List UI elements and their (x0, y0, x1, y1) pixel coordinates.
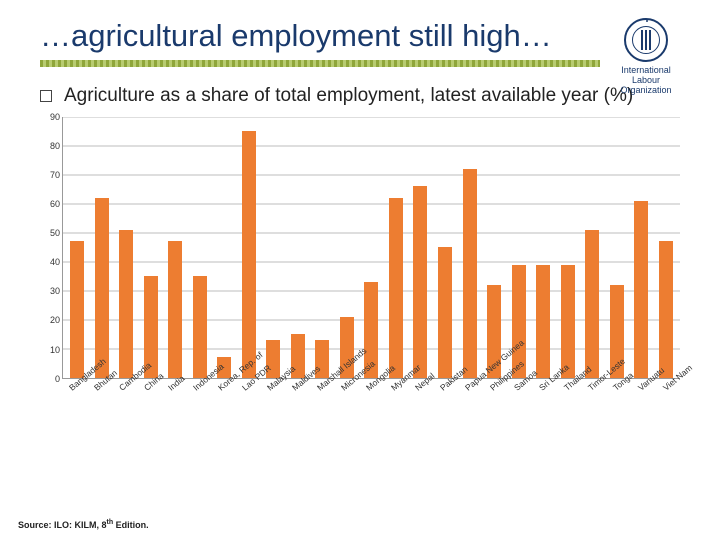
y-tick-label: 80 (40, 141, 60, 151)
subtitle-row: Agriculture as a share of total employme… (40, 85, 680, 107)
y-tick-label: 20 (40, 315, 60, 325)
ilo-logo-mark (624, 18, 668, 62)
bar (634, 201, 648, 378)
ilo-logo: International Labour Organization (606, 18, 686, 96)
bar (438, 247, 452, 378)
bars-container (63, 117, 680, 378)
bar (389, 198, 403, 378)
bar (536, 265, 550, 378)
source-caption: Source: ILO: KILM, 8th Edition. (18, 519, 149, 530)
bar (659, 241, 673, 377)
slide-title: …agricultural employment still high… (40, 18, 680, 54)
bar (463, 169, 477, 378)
bar (95, 198, 109, 378)
bar (168, 241, 182, 377)
chart-subtitle: Agriculture as a share of total employme… (64, 85, 633, 107)
y-tick-label: 60 (40, 199, 60, 209)
slide: International Labour Organization …agric… (0, 0, 720, 540)
bar (585, 230, 599, 378)
bullet-icon (40, 90, 52, 102)
y-tick-label: 0 (40, 374, 60, 384)
y-tick-label: 70 (40, 170, 60, 180)
plot-area (62, 117, 680, 379)
bar (70, 241, 84, 377)
bar-chart: 0102030405060708090 BangladeshBhutanCamb… (40, 117, 680, 427)
source-suffix: Edition. (113, 520, 149, 530)
source-prefix: Source: ILO: KILM, 8 (18, 520, 107, 530)
x-axis-labels: BangladeshBhutanCambodiaChinaIndiaIndone… (62, 379, 680, 427)
y-tick-label: 50 (40, 228, 60, 238)
y-tick-label: 10 (40, 345, 60, 355)
bar (193, 276, 207, 378)
y-tick-label: 30 (40, 286, 60, 296)
bar (561, 265, 575, 378)
bar (242, 131, 256, 378)
bar (119, 230, 133, 378)
title-underline (40, 60, 600, 67)
y-tick-label: 90 (40, 112, 60, 122)
ilo-logo-text: International Labour Organization (606, 66, 686, 96)
bar (413, 186, 427, 377)
y-tick-label: 40 (40, 257, 60, 267)
